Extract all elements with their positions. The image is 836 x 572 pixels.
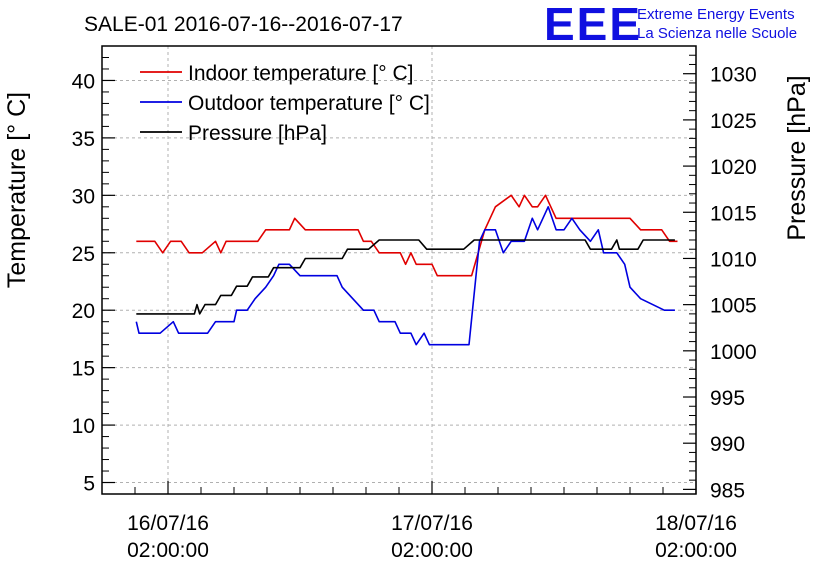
series-line — [136, 194, 678, 277]
y-axis-label: Temperature [° C] — [3, 92, 31, 288]
y-tick-label: 20 — [72, 300, 95, 323]
y2-axis-label: Pressure [hPa] — [783, 75, 811, 240]
y2-tick-label: 1010 — [710, 248, 757, 271]
logo-line-2: La Scienza nelle Scuole — [637, 25, 797, 42]
y-tick-label: 15 — [72, 358, 95, 381]
x-tick-date: 17/07/16 — [391, 512, 473, 535]
x-axis: 16/07/16 02:00:00 17/07/16 02:00:00 18/07/16… — [101, 481, 737, 562]
legend-label: Outdoor temperature [° C] — [188, 92, 430, 115]
logo-mark: EEE — [544, 0, 642, 50]
y2-tick-label: 1015 — [710, 202, 757, 225]
x-tick-time: 02:00:00 — [127, 539, 209, 562]
y2-tick-label: 1005 — [710, 295, 757, 318]
y2-tick-label: 1000 — [710, 341, 757, 364]
y-tick-label: 25 — [72, 243, 95, 266]
y-tick-label: 35 — [72, 128, 95, 151]
y2-tick-label: 985 — [710, 479, 745, 502]
y-tick-label: 10 — [72, 415, 95, 438]
right-axis: 985 990 995 1000 1005 1010 1015 1020 1025 1030 — [683, 54, 757, 502]
y2-tick-label: 1025 — [710, 110, 757, 133]
chart-title: SALE-01 2016-07-16--2016-07-17 — [84, 13, 403, 36]
y2-tick-label: 1030 — [710, 64, 757, 87]
legend-label: Indoor temperature [° C] — [188, 62, 414, 85]
logo-line-1: Extreme Energy Events — [637, 6, 795, 23]
y2-tick-label: 1020 — [710, 156, 757, 179]
y-tick-label: 5 — [83, 473, 95, 496]
x-tick-date: 18/07/16 — [655, 512, 737, 535]
x-tick-time: 02:00:00 — [391, 539, 473, 562]
series-line — [136, 239, 675, 315]
series-line — [135, 206, 675, 346]
left-axis: 5 10 15 20 25 30 35 40 — [72, 45, 115, 496]
y-tick-label: 30 — [72, 185, 95, 208]
series-layer — [135, 194, 678, 346]
x-tick-time: 02:00:00 — [655, 539, 737, 562]
y2-tick-label: 995 — [710, 387, 745, 410]
legend-label: Pressure [hPa] — [188, 122, 327, 145]
y-tick-label: 40 — [72, 70, 95, 93]
eee-logo: EEE Extreme Energy Events La Scienza nel… — [544, 0, 797, 50]
legend: Indoor temperature [° C] Outdoor temperat… — [140, 62, 430, 145]
x-tick-date: 16/07/16 — [127, 512, 209, 535]
y2-tick-label: 990 — [710, 433, 745, 456]
